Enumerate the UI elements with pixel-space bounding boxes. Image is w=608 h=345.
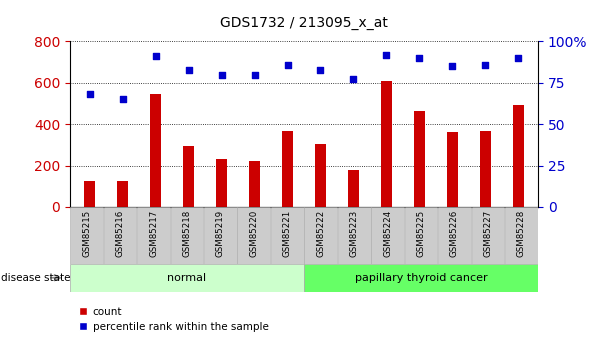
Bar	[315, 144, 326, 207]
Text: disease state: disease state	[1, 273, 71, 283]
Text: normal: normal	[167, 273, 207, 283]
Bar	[505, 207, 537, 264]
Point	[85, 92, 95, 97]
Text: GSM85227: GSM85227	[483, 210, 492, 257]
Text: GSM85222: GSM85222	[316, 210, 325, 257]
Bar	[216, 159, 227, 207]
Text: GSM85226: GSM85226	[450, 210, 459, 257]
Bar	[348, 170, 359, 207]
Bar	[282, 131, 293, 207]
Bar	[183, 146, 195, 207]
Bar	[271, 207, 303, 264]
Bar	[513, 105, 524, 207]
Point	[348, 77, 358, 82]
Bar	[70, 264, 304, 292]
Bar	[150, 94, 161, 207]
Text: GSM85219: GSM85219	[216, 210, 225, 257]
Bar	[472, 207, 504, 264]
Bar	[238, 207, 270, 264]
Bar	[447, 132, 458, 207]
Point	[250, 72, 260, 77]
Bar	[438, 207, 471, 264]
Bar	[171, 207, 203, 264]
Text: GSM85225: GSM85225	[416, 210, 426, 257]
Point	[382, 52, 392, 57]
Point	[415, 55, 424, 61]
Point	[118, 97, 128, 102]
Bar	[84, 181, 95, 207]
Point	[316, 67, 325, 72]
Point	[447, 63, 457, 69]
Text: GSM85228: GSM85228	[517, 210, 526, 257]
Bar	[117, 181, 128, 207]
Point	[513, 55, 523, 61]
Bar	[104, 207, 136, 264]
Text: GSM85220: GSM85220	[249, 210, 258, 257]
Bar	[381, 81, 392, 207]
Point	[283, 62, 292, 67]
Bar	[413, 111, 425, 207]
Bar	[71, 207, 103, 264]
Text: GSM85218: GSM85218	[182, 210, 192, 257]
Text: GSM85223: GSM85223	[350, 210, 359, 257]
Bar	[480, 131, 491, 207]
Text: GSM85215: GSM85215	[82, 210, 91, 257]
Point	[184, 67, 193, 72]
Bar	[137, 207, 170, 264]
Point	[216, 72, 226, 77]
Text: GSM85224: GSM85224	[383, 210, 392, 257]
Bar	[338, 207, 370, 264]
Bar	[405, 207, 437, 264]
Point	[480, 62, 490, 67]
Bar	[249, 161, 260, 207]
Legend: count, percentile rank within the sample: count, percentile rank within the sample	[75, 303, 273, 336]
Bar	[305, 207, 337, 264]
Text: GSM85216: GSM85216	[116, 210, 125, 257]
Text: GDS1732 / 213095_x_at: GDS1732 / 213095_x_at	[220, 16, 388, 30]
Text: papillary thyroid cancer: papillary thyroid cancer	[354, 273, 488, 283]
Point	[151, 53, 161, 59]
Text: GSM85217: GSM85217	[149, 210, 158, 257]
Bar	[304, 264, 538, 292]
Bar	[204, 207, 237, 264]
Text: GSM85221: GSM85221	[283, 210, 292, 257]
Bar	[371, 207, 404, 264]
